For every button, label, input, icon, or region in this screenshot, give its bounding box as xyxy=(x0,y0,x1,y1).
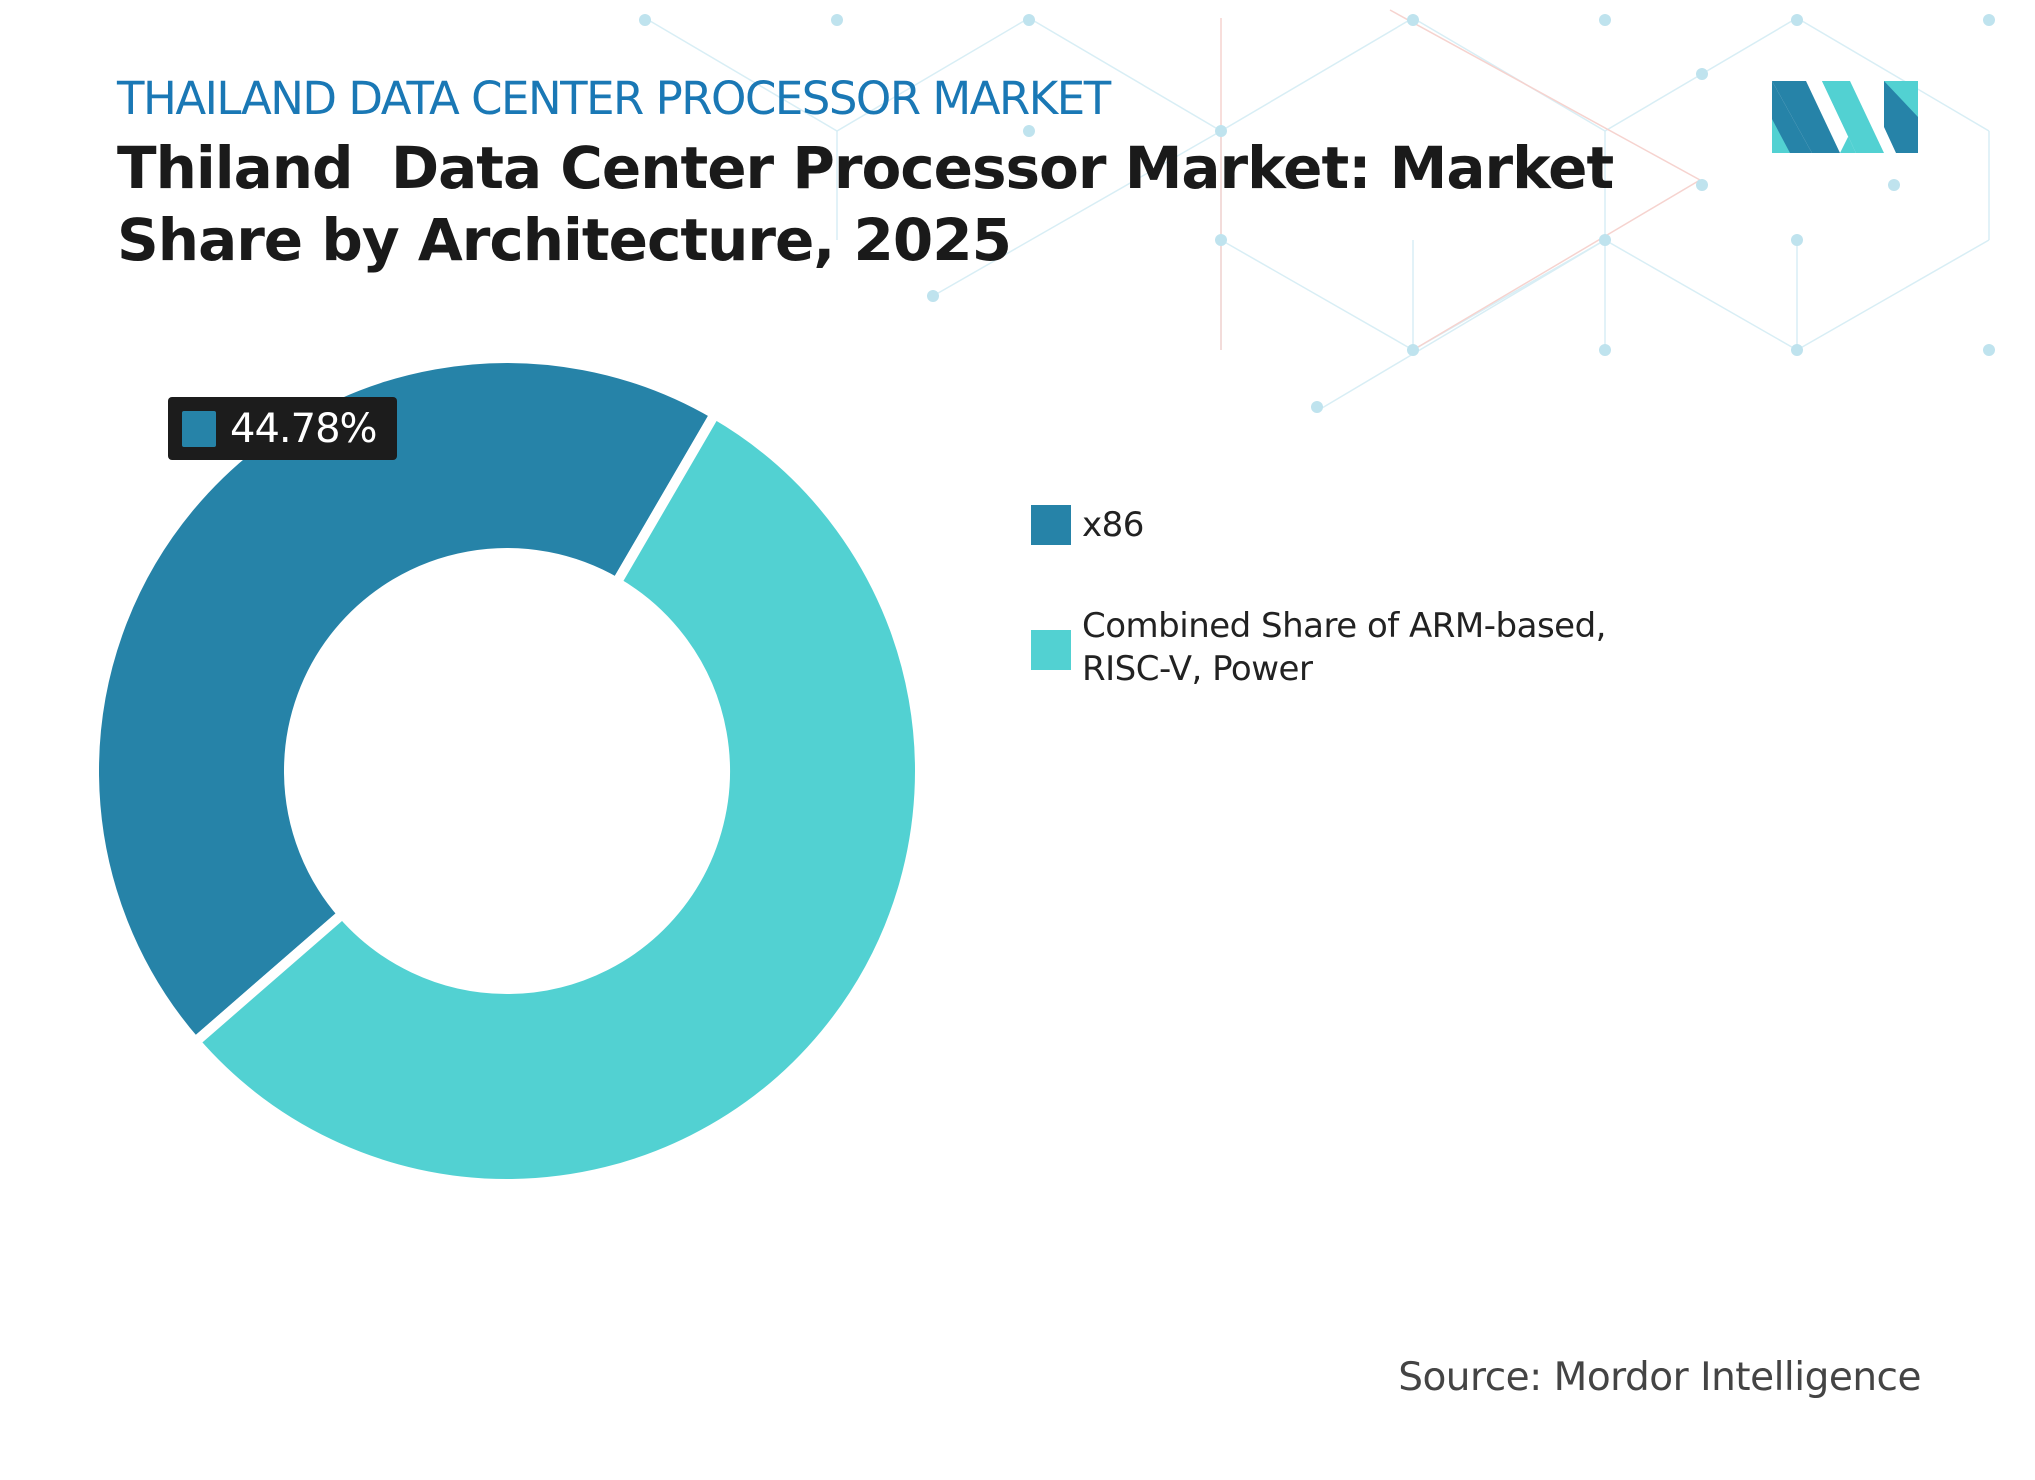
data-label-x86: 44.78% xyxy=(168,397,397,460)
source-note: Source: Mordor Intelligence xyxy=(1398,1355,1921,1400)
chart-title: Thiland Data Center Processor Market: Ma… xyxy=(117,132,1617,276)
legend-item-other: Combined Share of ARM-based, RISC-V, Pow… xyxy=(1031,605,1682,691)
legend-item-x86: x86 xyxy=(1031,505,1722,545)
chart-title-line1: Thiland Data Center Processor Market: Ma… xyxy=(117,134,1614,202)
data-label-value: 44.78% xyxy=(230,405,378,452)
legend-swatch-other xyxy=(1031,630,1071,670)
donut-slice-other xyxy=(188,407,925,1190)
legend-swatch-x86 xyxy=(1031,505,1071,545)
donut-slice-x86 xyxy=(89,353,722,1050)
legend-label: x86 xyxy=(1082,505,1144,545)
background-network-pattern xyxy=(639,9,1995,413)
chart-title-line2: Share by Architecture, 2025 xyxy=(117,206,1012,274)
legend-label: Combined Share of ARM-based, RISC-V, Pow… xyxy=(1082,606,1606,689)
data-label-swatch xyxy=(182,410,216,447)
mordor-intelligence-logo xyxy=(1772,81,1918,153)
chart-kicker: THAILAND DATA CENTER PROCESSOR MARKET xyxy=(117,72,1111,125)
